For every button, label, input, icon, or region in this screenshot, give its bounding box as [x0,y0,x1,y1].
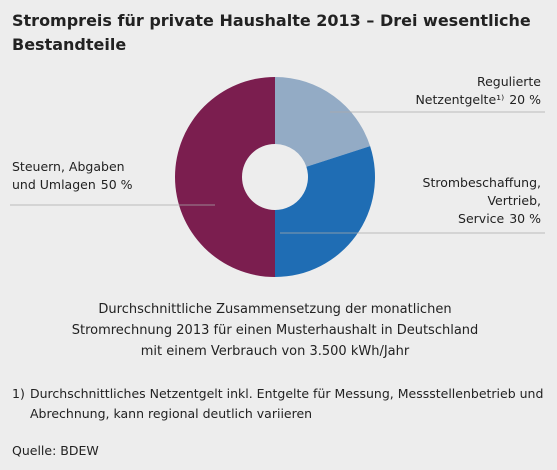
value-label: 50 % [101,177,133,192]
category-label: Regulierte Netzentgelte¹⁾ [415,74,541,107]
value-label: 30 % [509,211,541,226]
footnote: Abrechnung, kann regional deutlich varii… [30,406,312,421]
chart-subtitle: Stromrechnung 2013 für einen Musterhaush… [72,323,479,338]
donut-segment [275,77,371,167]
chart-subtitle: mit einem Verbrauch von 3.500 kWh/Jahr [141,344,410,359]
footnote: Durchschnittliches Netzentgelt inkl. Ent… [30,386,543,401]
category-label: Strombeschaffung, Vertrieb, Service [423,175,541,226]
value-label: 20 % [509,92,541,107]
chart-title: Bestandteile [12,35,126,54]
footnote-marker: 1) [12,386,25,401]
donut-segment [275,146,375,277]
chart-title: Strompreis für private Haushalte 2013 – … [12,11,531,30]
source: Quelle: BDEW [12,443,99,458]
category-label: Steuern, Abgaben und Umlagen [12,159,125,192]
donut-segment [175,77,275,277]
chart-subtitle: Durchschnittliche Zusammensetzung der mo… [98,302,451,317]
